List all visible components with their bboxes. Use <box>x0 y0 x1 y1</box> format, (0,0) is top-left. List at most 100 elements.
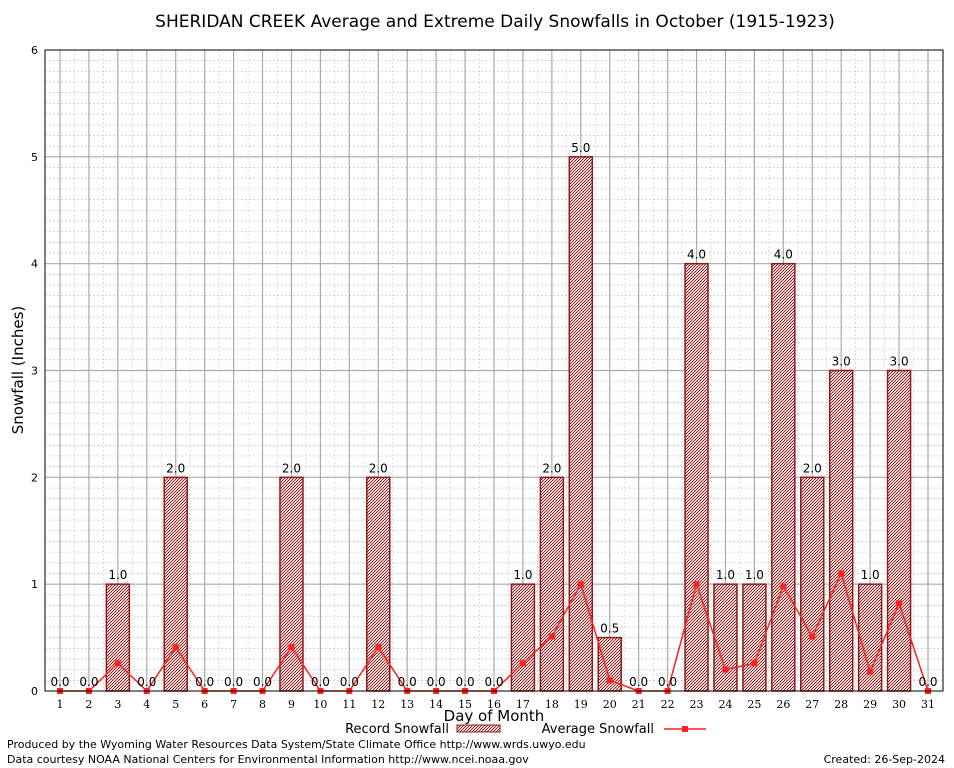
x-tick-label: 3 <box>114 698 121 711</box>
x-tick-label: 23 <box>690 698 704 711</box>
bar-value-label: 3.0 <box>832 355 851 369</box>
x-tick-label: 9 <box>288 698 295 711</box>
bar-value-label: 1.0 <box>513 568 532 582</box>
average-point <box>548 633 555 640</box>
footer-created: Created: 26-Sep-2024 <box>824 753 945 766</box>
bar-value-label: 2.0 <box>166 461 185 475</box>
bar-value-label: 0.0 <box>311 675 330 689</box>
average-point <box>809 633 816 640</box>
average-point <box>606 677 613 684</box>
bar-value-label: 0.0 <box>658 675 677 689</box>
average-point <box>519 660 526 667</box>
bar-value-label: 4.0 <box>774 248 793 262</box>
record-bar <box>539 476 565 692</box>
bar-value-label: 0.0 <box>224 675 243 689</box>
x-tick-label: 7 <box>230 698 237 711</box>
bar-value-label: 2.0 <box>369 461 388 475</box>
x-tick-label: 12 <box>371 698 385 711</box>
bar-value-label: 0.0 <box>629 675 648 689</box>
bar-value-label: 0.0 <box>340 675 359 689</box>
bar-value-label: 0.0 <box>137 675 156 689</box>
bar-value-label: 1.0 <box>861 568 880 582</box>
x-tick-label: 19 <box>574 698 588 711</box>
bar-value-label: 0.0 <box>484 675 503 689</box>
average-point <box>172 644 179 651</box>
legend-record-label: Record Snowfall <box>345 722 449 737</box>
x-tick-label: 20 <box>603 698 617 711</box>
x-tick-label: 22 <box>661 698 675 711</box>
y-axis-ticks: 0 1 2 3 4 5 6 <box>31 44 38 698</box>
x-tick-label: 13 <box>400 698 414 711</box>
average-point <box>838 570 845 577</box>
bar-value-label: 4.0 <box>687 248 706 262</box>
bar-value-label: 0.0 <box>195 675 214 689</box>
x-tick-label: 30 <box>892 698 906 711</box>
x-tick-label: 21 <box>632 698 646 711</box>
bar-value-label: 0.0 <box>918 675 937 689</box>
legend-record-swatch <box>456 724 501 733</box>
average-point <box>375 644 382 651</box>
record-bar <box>857 583 883 692</box>
y-tick-label: 2 <box>31 471 38 484</box>
record-bar <box>684 262 709 692</box>
record-bar <box>713 583 738 692</box>
average-point <box>751 660 758 667</box>
bar-value-label: 0.0 <box>398 675 417 689</box>
average-point <box>577 581 584 588</box>
bar-value-label: 5.0 <box>571 141 590 155</box>
average-point <box>780 583 787 590</box>
x-tick-label: 28 <box>834 698 848 711</box>
x-tick-label: 31 <box>921 698 935 711</box>
average-point <box>722 666 729 673</box>
bar-value-labels: 0.0 0.0 1.0 0.0 2.0 0.0 0.0 0.0 2.0 0.0 0.0 2.0 0.0 0… <box>50 141 937 689</box>
x-axis-label: Day of Month <box>444 707 545 725</box>
bar-value-label: 0.0 <box>456 675 475 689</box>
x-tick-label: 16 <box>487 698 501 711</box>
x-tick-label: 6 <box>201 698 208 711</box>
bar-value-label: 1.0 <box>108 568 127 582</box>
bar-value-label: 0.5 <box>600 622 619 636</box>
legend-average-marker <box>682 726 688 732</box>
x-tick-label: 29 <box>863 698 877 711</box>
legend: Record Snowfall Average Snowfall <box>345 722 706 737</box>
x-tick-label: 5 <box>172 698 179 711</box>
x-tick-label: 15 <box>458 698 472 711</box>
x-axis-ticks: 1 2 3 4 5 6 7 8 9 10 11 12 13 14 15 16 17 18 19 20 21 22 23 24 2… <box>57 698 936 711</box>
x-tick-label: 26 <box>776 698 790 711</box>
x-tick-label: 1 <box>57 698 64 711</box>
chart-title: SHERIDAN CREEK Average and Extreme Daily… <box>155 12 835 32</box>
record-bar <box>510 583 536 692</box>
bar-value-label: 2.0 <box>282 461 301 475</box>
x-tick-label: 11 <box>342 698 356 711</box>
record-bar <box>742 583 767 692</box>
x-tick-label: 24 <box>718 698 732 711</box>
x-tick-label: 4 <box>143 698 150 711</box>
average-point <box>896 600 903 607</box>
x-tick-label: 14 <box>429 698 443 711</box>
y-axis-label: Snowfall (Inches) <box>9 306 27 434</box>
bar-value-label: 1.0 <box>745 568 764 582</box>
x-tick-label: 18 <box>545 698 559 711</box>
average-point <box>288 644 295 651</box>
average-point <box>693 581 700 588</box>
bar-value-label: 0.0 <box>79 675 98 689</box>
bar-value-label: 0.0 <box>253 675 272 689</box>
y-tick-label: 6 <box>31 44 38 57</box>
record-bar <box>828 369 854 692</box>
x-tick-label: 2 <box>85 698 92 711</box>
y-tick-label: 3 <box>31 365 38 378</box>
bar-value-label: 0.0 <box>427 675 446 689</box>
x-tick-label: 27 <box>805 698 819 711</box>
bar-value-label: 3.0 <box>890 355 909 369</box>
bar-value-label: 2.0 <box>803 461 822 475</box>
bar-value-label: 0.0 <box>50 675 69 689</box>
footer-producer: Produced by the Wyoming Water Resources … <box>7 738 586 751</box>
record-bar <box>886 369 912 692</box>
bar-value-label: 1.0 <box>716 568 735 582</box>
y-tick-label: 0 <box>31 685 38 698</box>
record-bars <box>105 156 912 692</box>
y-tick-label: 1 <box>31 578 38 591</box>
x-tick-label: 17 <box>516 698 530 711</box>
plot-frame <box>44 49 944 692</box>
